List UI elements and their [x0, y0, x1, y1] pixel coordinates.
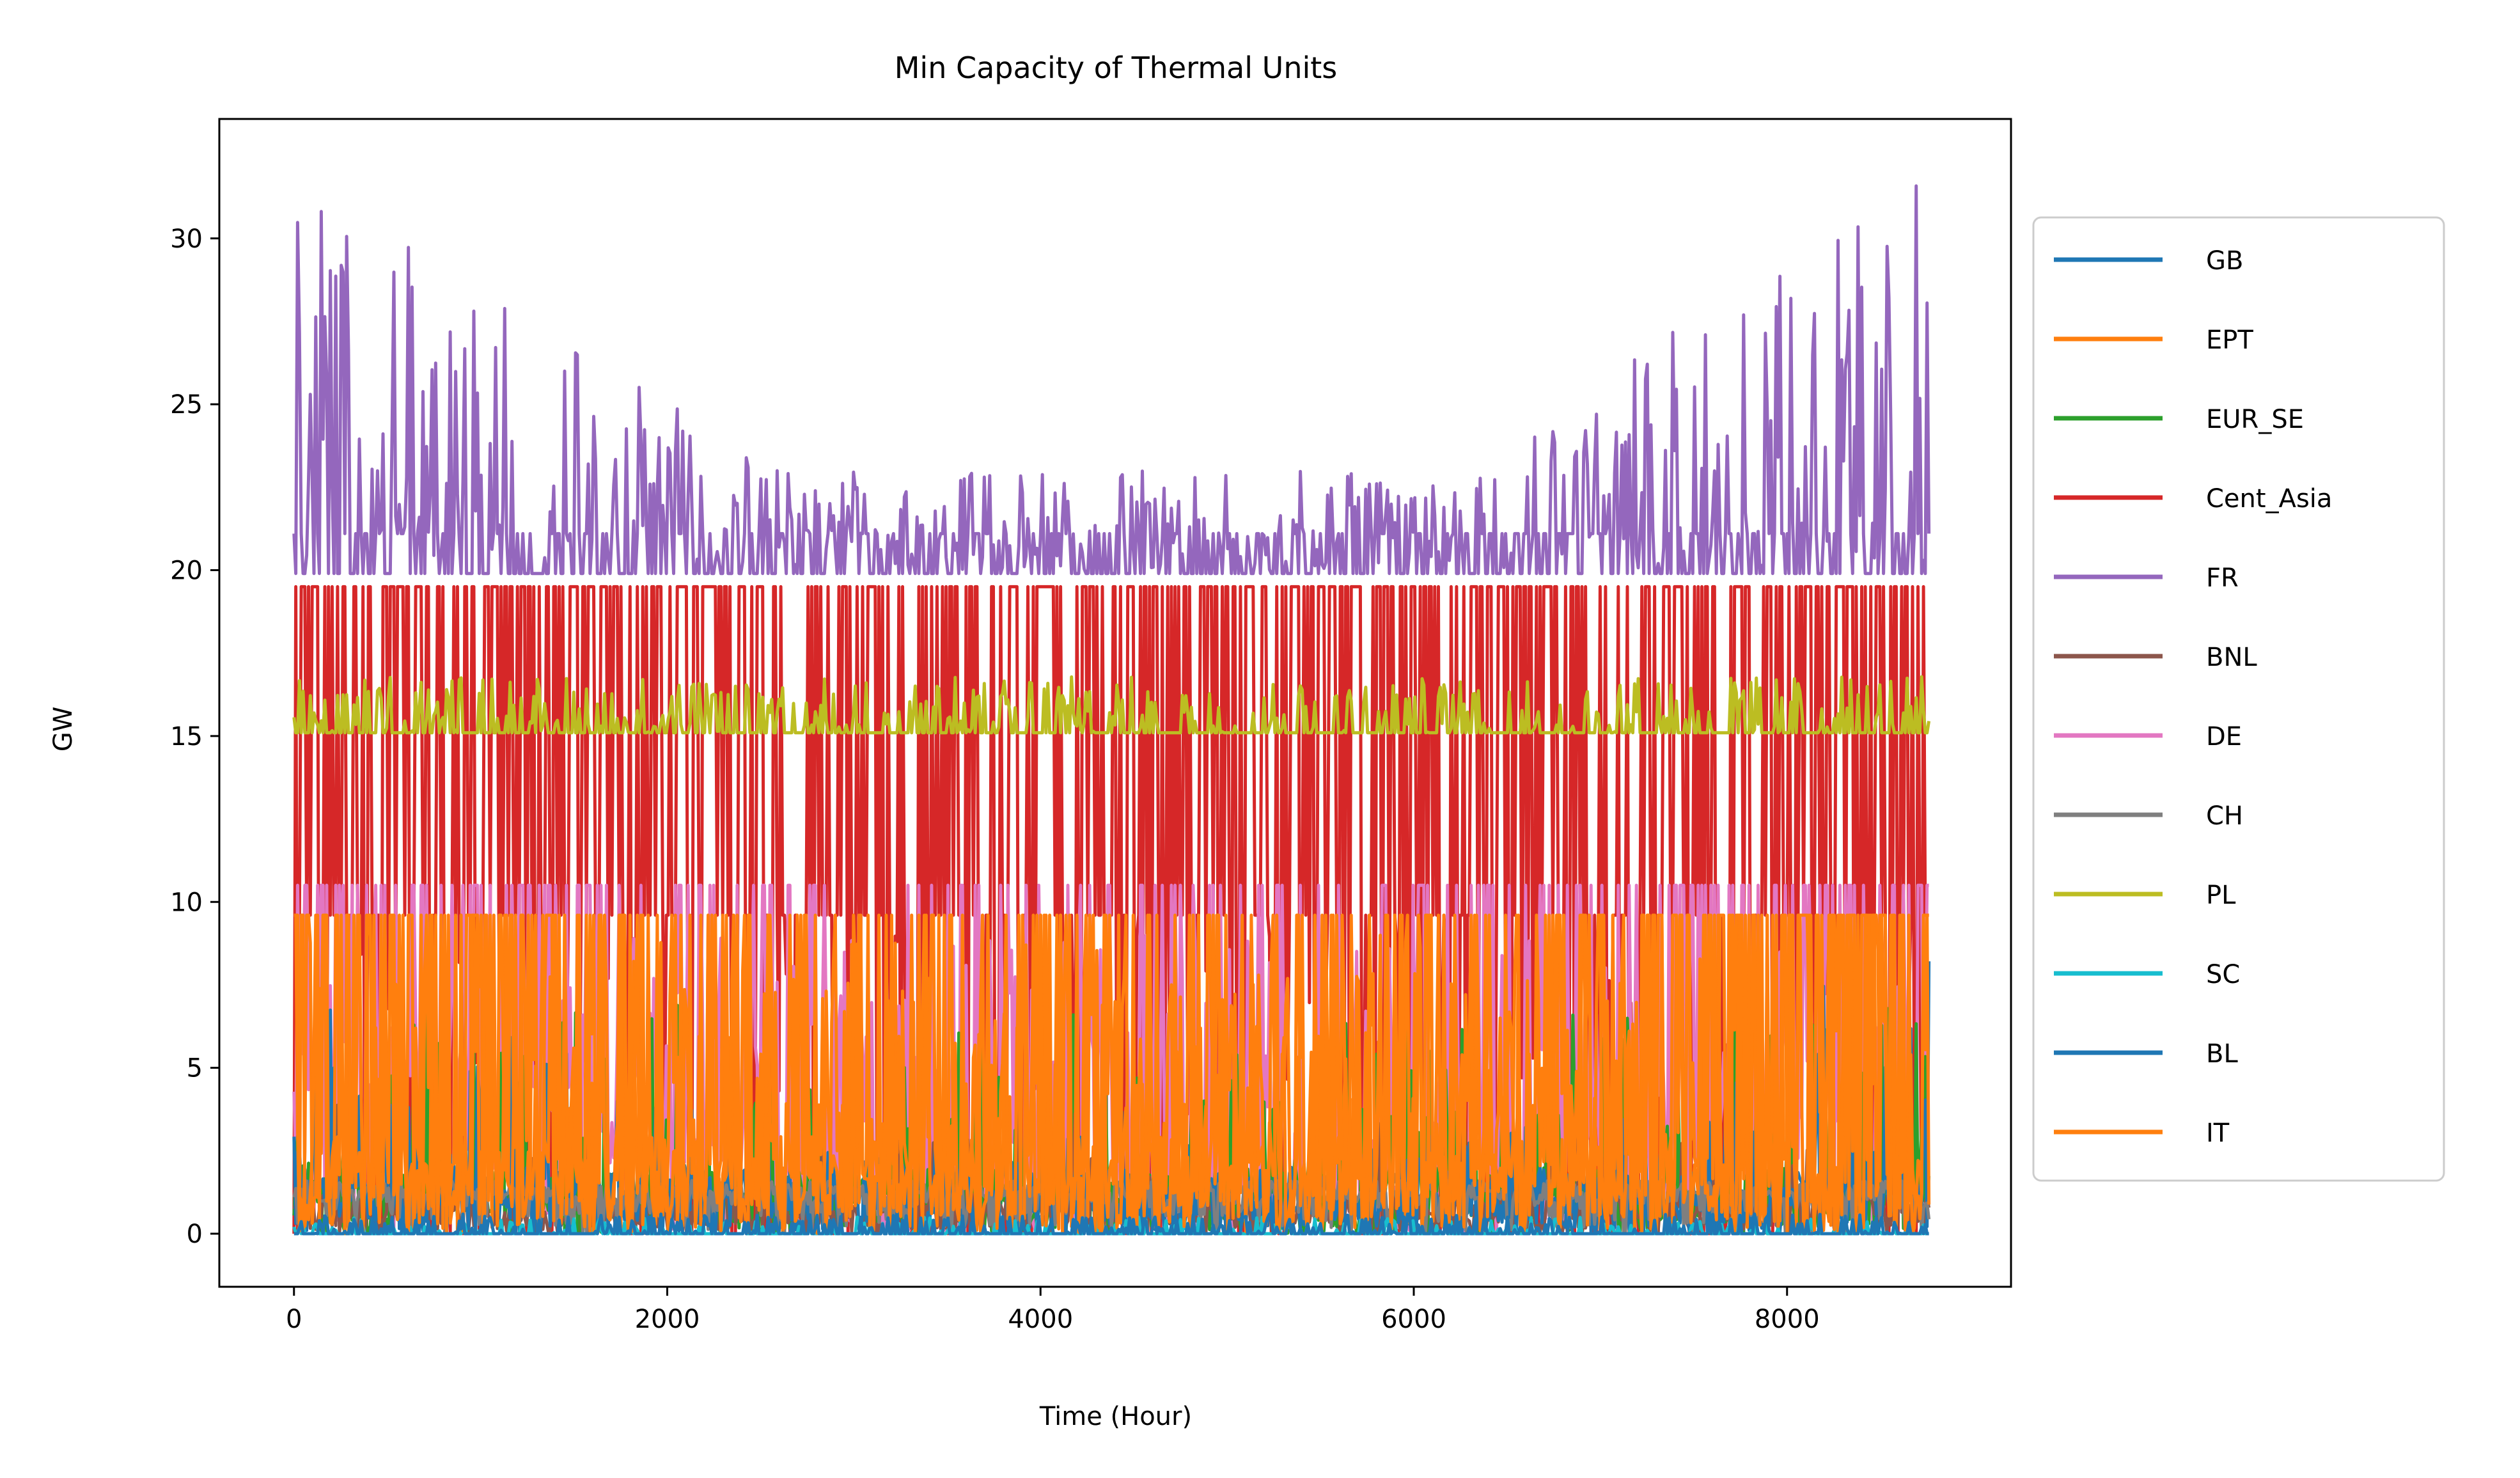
legend-label: EPT — [2206, 326, 2253, 355]
legend-box — [2032, 216, 2445, 1182]
legend-label: BL — [2206, 1039, 2238, 1069]
legend: GB EPT EUR_SE Cent_Asia FR BNL DE CH PL SC BL IT — [2032, 216, 2445, 1182]
legend-label: EUR_SE — [2206, 405, 2304, 434]
y-axis-label: GW — [49, 707, 78, 752]
legend-label: SC — [2206, 960, 2240, 989]
legend-label: Cent_Asia — [2206, 484, 2332, 514]
y-tick-label: 30 — [170, 224, 203, 254]
x-tick-label: 2000 — [635, 1305, 700, 1334]
legend-label: FR — [2206, 563, 2239, 593]
series-line-pl — [292, 675, 1931, 735]
x-tick-label: 6000 — [1381, 1305, 1446, 1334]
chart-title: Min Capacity of Thermal Units — [895, 51, 1338, 85]
x-axis-label: Time (Hour) — [1039, 1402, 1192, 1431]
x-tick-label: 0 — [286, 1305, 302, 1334]
legend-label: CH — [2206, 801, 2243, 831]
series-line-fr — [292, 184, 1931, 576]
legend-label: BNL — [2206, 643, 2257, 672]
legend-label: IT — [2206, 1119, 2230, 1148]
y-tick-label: 5 — [187, 1054, 203, 1083]
y-tick-label: 25 — [170, 390, 203, 420]
series-line-gb — [293, 1212, 1929, 1236]
x-axis: 0 2000 4000 6000 8000 — [286, 1287, 1820, 1334]
x-tick-label: 8000 — [1755, 1305, 1820, 1334]
legend-label: PL — [2206, 881, 2236, 910]
legend-label: GB — [2206, 246, 2243, 276]
y-tick-label: 10 — [170, 888, 203, 917]
plot-area-frame — [218, 118, 2012, 1288]
legend-label: DE — [2206, 722, 2242, 751]
y-tick-label: 15 — [170, 722, 203, 751]
x-tick-label: 4000 — [1008, 1305, 1073, 1334]
y-tick-label: 0 — [187, 1220, 203, 1249]
y-axis: 0 5 10 15 20 25 30 — [170, 224, 219, 1249]
y-tick-label: 20 — [170, 556, 203, 586]
series-layer — [292, 184, 1931, 1236]
